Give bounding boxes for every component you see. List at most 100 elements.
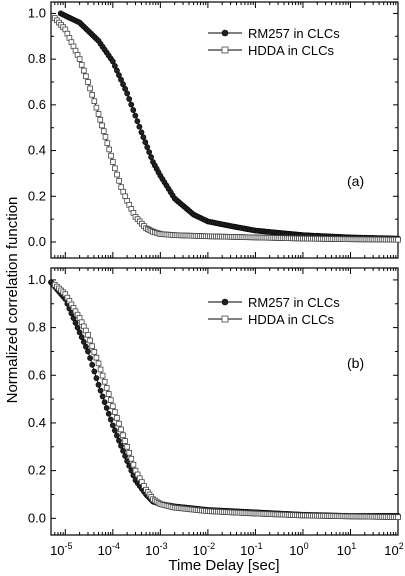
data-point xyxy=(76,329,83,336)
data-point xyxy=(107,397,114,403)
x-tick-label: 10-3 xyxy=(145,541,167,558)
panel-b: 0.0 0.2 0.4 0.6 0.8 1.0 10-5 10-4 10-3 10-2 10-1 10… xyxy=(28,267,404,558)
data-point xyxy=(138,129,145,136)
data-point xyxy=(124,90,131,97)
data-point xyxy=(118,184,125,190)
data-point xyxy=(140,134,147,141)
legend-label: HDDA in CLCs xyxy=(248,312,334,327)
data-point xyxy=(80,339,87,345)
data-point xyxy=(74,324,81,331)
panel-label: (a) xyxy=(347,173,364,189)
panel-a: 0.0 0.2 0.4 0.6 0.8 1.0 RM257 in CLCs HDDA in C… xyxy=(28,1,401,259)
data-point xyxy=(108,152,114,159)
data-point xyxy=(395,514,401,520)
y-tick-label: 0.4 xyxy=(28,143,46,158)
data-point xyxy=(99,122,105,129)
data-point xyxy=(114,432,120,439)
data-point xyxy=(395,236,401,243)
data-point xyxy=(128,455,135,462)
x-axis-label: Time Delay [sec] xyxy=(168,557,279,574)
data-point xyxy=(95,360,102,367)
data-point xyxy=(112,165,118,172)
data-point xyxy=(87,337,93,344)
data-point xyxy=(114,171,120,178)
data-point xyxy=(91,349,98,355)
y-tick-label: 0.8 xyxy=(28,320,46,335)
data-point xyxy=(83,73,89,80)
data-point xyxy=(104,140,111,146)
data-point xyxy=(87,355,93,362)
y-tick-label: 0.6 xyxy=(28,367,46,382)
y-tick-label: 0.8 xyxy=(28,51,46,66)
data-point xyxy=(95,111,102,117)
data-point xyxy=(116,178,122,184)
data-point xyxy=(82,343,89,350)
y-tick-label: 0.0 xyxy=(28,234,46,249)
data-point xyxy=(110,159,116,165)
data-point xyxy=(124,443,130,450)
data-point xyxy=(95,381,102,388)
legend-label: RM257 in CLCs xyxy=(248,295,340,310)
data-point xyxy=(102,134,109,140)
data-point xyxy=(112,409,118,415)
data-point xyxy=(78,62,85,68)
data-point xyxy=(116,420,122,427)
data-point xyxy=(111,427,118,434)
x-tick-label: 10-2 xyxy=(193,541,215,558)
y-tick-label: 0.0 xyxy=(28,510,46,525)
data-point xyxy=(118,442,124,449)
plot-frame xyxy=(50,267,399,536)
y-tick-label: 0.2 xyxy=(28,463,46,478)
data-point xyxy=(120,432,126,439)
legend-marker xyxy=(221,298,229,306)
x-tick-label: 102 xyxy=(384,541,403,558)
data-point xyxy=(106,146,112,153)
data-point xyxy=(78,334,85,341)
data-point xyxy=(107,416,114,423)
data-point xyxy=(122,453,128,459)
data-point xyxy=(89,92,96,98)
data-point xyxy=(116,437,122,444)
data-point xyxy=(87,85,93,92)
data-point xyxy=(105,410,112,417)
data-point xyxy=(136,123,143,130)
legend-label: RM257 in CLCs xyxy=(248,26,340,41)
x-tick-label: 101 xyxy=(337,541,356,558)
y-tick-label: 0.2 xyxy=(28,188,46,203)
data-point xyxy=(93,104,100,111)
panel-label: (b) xyxy=(347,355,364,371)
data-point xyxy=(97,366,104,373)
y-tick-label: 1.0 xyxy=(28,5,46,20)
x-tick-label: 10-5 xyxy=(50,541,72,558)
plot-frame xyxy=(50,1,399,259)
x-tick-label: 100 xyxy=(289,541,308,558)
data-point xyxy=(118,426,124,433)
data-point xyxy=(72,319,79,326)
data-point xyxy=(148,154,154,160)
data-point xyxy=(132,112,139,119)
data-point xyxy=(105,391,112,397)
data-point xyxy=(114,415,120,421)
data-point xyxy=(122,438,128,444)
data-point xyxy=(120,188,126,195)
data-point xyxy=(99,372,106,379)
data-point xyxy=(85,348,91,355)
data-point xyxy=(99,393,106,400)
data-point xyxy=(89,343,96,349)
data-point xyxy=(91,98,98,105)
legend-label: HDDA in CLCs xyxy=(248,43,334,58)
x-tick-label: 10-4 xyxy=(98,541,120,558)
data-point xyxy=(110,403,116,410)
data-point xyxy=(93,375,100,382)
y-axis-label: Normalized correlation function xyxy=(4,197,21,404)
data-point xyxy=(91,368,98,375)
legend-marker xyxy=(221,29,229,37)
data-point xyxy=(134,118,141,125)
data-point xyxy=(101,378,108,385)
data-point xyxy=(97,387,104,394)
data-point xyxy=(144,144,151,151)
data-point xyxy=(101,399,108,406)
y-tick-label: 1.0 xyxy=(28,272,46,287)
data-point xyxy=(122,193,128,200)
